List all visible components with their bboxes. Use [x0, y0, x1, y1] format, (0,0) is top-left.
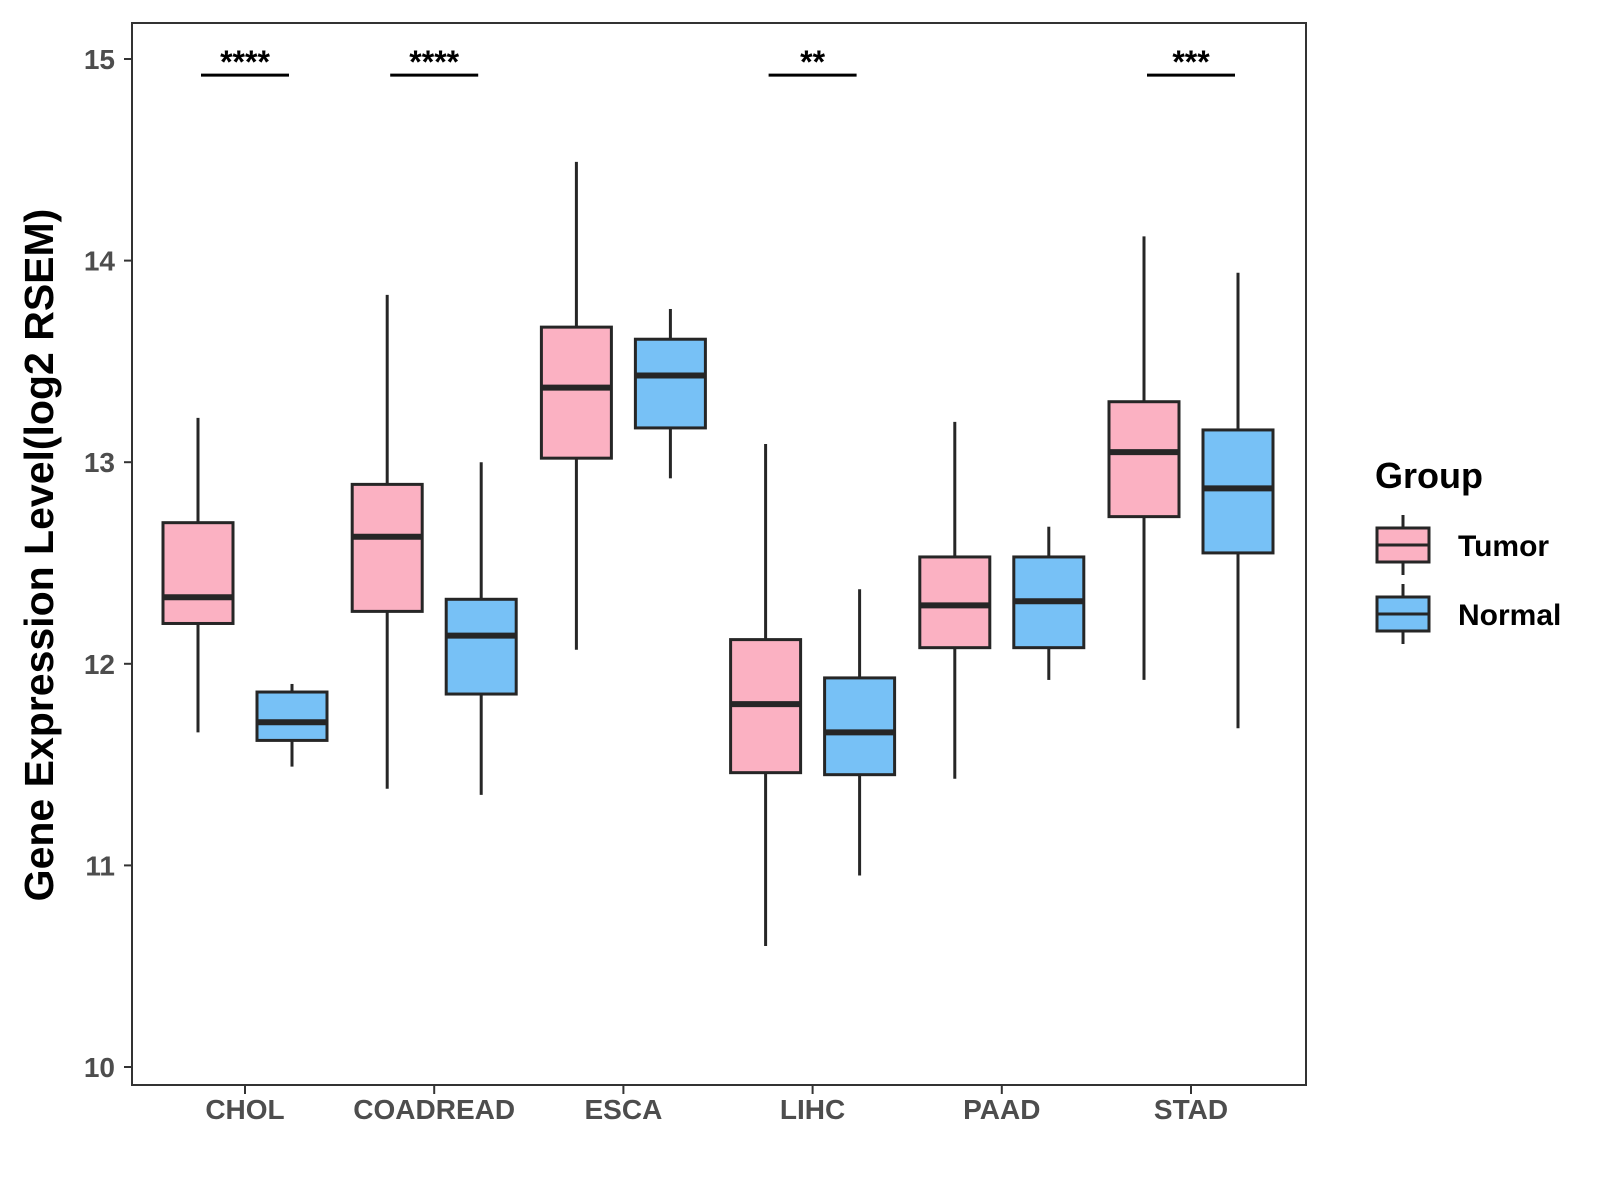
significance-label: **** — [409, 44, 459, 80]
box-body — [350, 482, 424, 613]
box-lihc-tumor — [729, 444, 803, 947]
box-body — [255, 690, 329, 742]
significance-label: **** — [220, 44, 270, 80]
y-tick-label: 15 — [84, 44, 115, 75]
y-tick-label: 14 — [84, 246, 116, 277]
x-tick-label: STAD — [1154, 1094, 1228, 1125]
significance-annotations: **** **** ** *** — [201, 44, 1235, 80]
box-chol-normal — [255, 683, 329, 767]
x-tick-label: LIHC — [780, 1094, 845, 1125]
box-esca-normal — [633, 308, 707, 479]
legend-entry-normal: Normal — [1375, 584, 1561, 644]
box-body — [918, 555, 992, 650]
box-coadread-normal — [444, 462, 518, 795]
y-axis-title: Gene Expression Level(log2 RSEM) — [16, 209, 62, 902]
significance-stad: *** — [1147, 44, 1235, 80]
box-chol-tumor — [161, 417, 235, 733]
box-body — [823, 676, 897, 777]
significance-label: *** — [1172, 44, 1210, 80]
legend: Group Tumor Normal — [1375, 455, 1561, 644]
chart-marks: **** **** ** *** — [161, 44, 1275, 947]
box-paad-normal — [1012, 526, 1086, 680]
y-tick-label: 10 — [84, 1052, 115, 1083]
legend-title: Group — [1375, 455, 1483, 496]
y-tick-label: 13 — [84, 447, 115, 478]
box-stad-normal — [1201, 272, 1275, 729]
significance-coadread: **** — [390, 44, 479, 80]
y-tick-label: 11 — [85, 850, 115, 881]
box-body — [1201, 428, 1275, 555]
box-lihc-normal — [823, 589, 897, 876]
legend-entry-tumor: Tumor — [1375, 515, 1549, 575]
box-body — [444, 597, 518, 696]
box-body — [1107, 400, 1181, 519]
x-tick-label: COADREAD — [353, 1094, 515, 1125]
box-body — [539, 325, 613, 460]
significance-chol: **** — [201, 44, 289, 80]
legend-label: Normal — [1458, 599, 1561, 632]
x-axis: CHOL COADREAD ESCA LIHC PAAD STAD — [205, 1085, 1228, 1125]
plot-panel-border — [131, 22, 1307, 1086]
box-esca-tumor — [539, 161, 613, 650]
box-body — [161, 521, 235, 625]
box-stad-tumor — [1107, 236, 1181, 680]
y-axis: 10 11 12 13 14 15 — [84, 44, 132, 1083]
legend-label: Tumor — [1458, 530, 1549, 563]
box-paad-tumor — [918, 421, 992, 779]
box-coadread-tumor — [350, 294, 424, 789]
x-tick-label: CHOL — [205, 1094, 284, 1125]
x-tick-label: PAAD — [963, 1094, 1040, 1125]
x-tick-label: ESCA — [585, 1094, 663, 1125]
significance-lihc: ** — [768, 44, 857, 80]
significance-label: ** — [800, 44, 825, 80]
y-tick-label: 12 — [84, 649, 115, 680]
box-body — [633, 337, 707, 430]
